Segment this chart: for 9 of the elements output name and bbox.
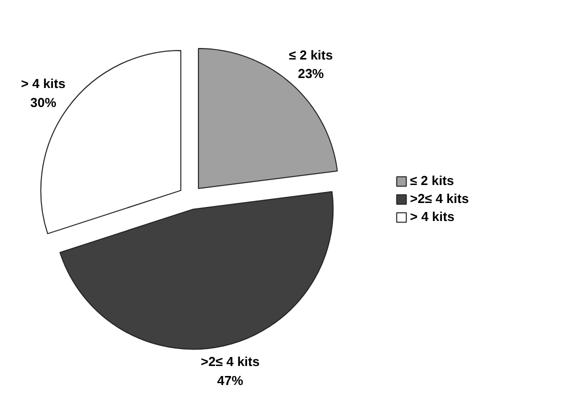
data-label: 30% — [30, 94, 57, 110]
legend-label: >2≤ 4 kits — [410, 191, 469, 206]
slice-label: ≤ 2 kits — [288, 47, 333, 62]
legend-label: ≤ 2 kits — [410, 173, 454, 188]
data-label: 23% — [298, 66, 324, 82]
legend-label: > 4 kits — [410, 209, 454, 224]
slice-label: > 4 kits — [21, 76, 66, 92]
slice-label: >2≤ 4 kits — [200, 354, 260, 370]
data-label: 47% — [217, 372, 244, 388]
